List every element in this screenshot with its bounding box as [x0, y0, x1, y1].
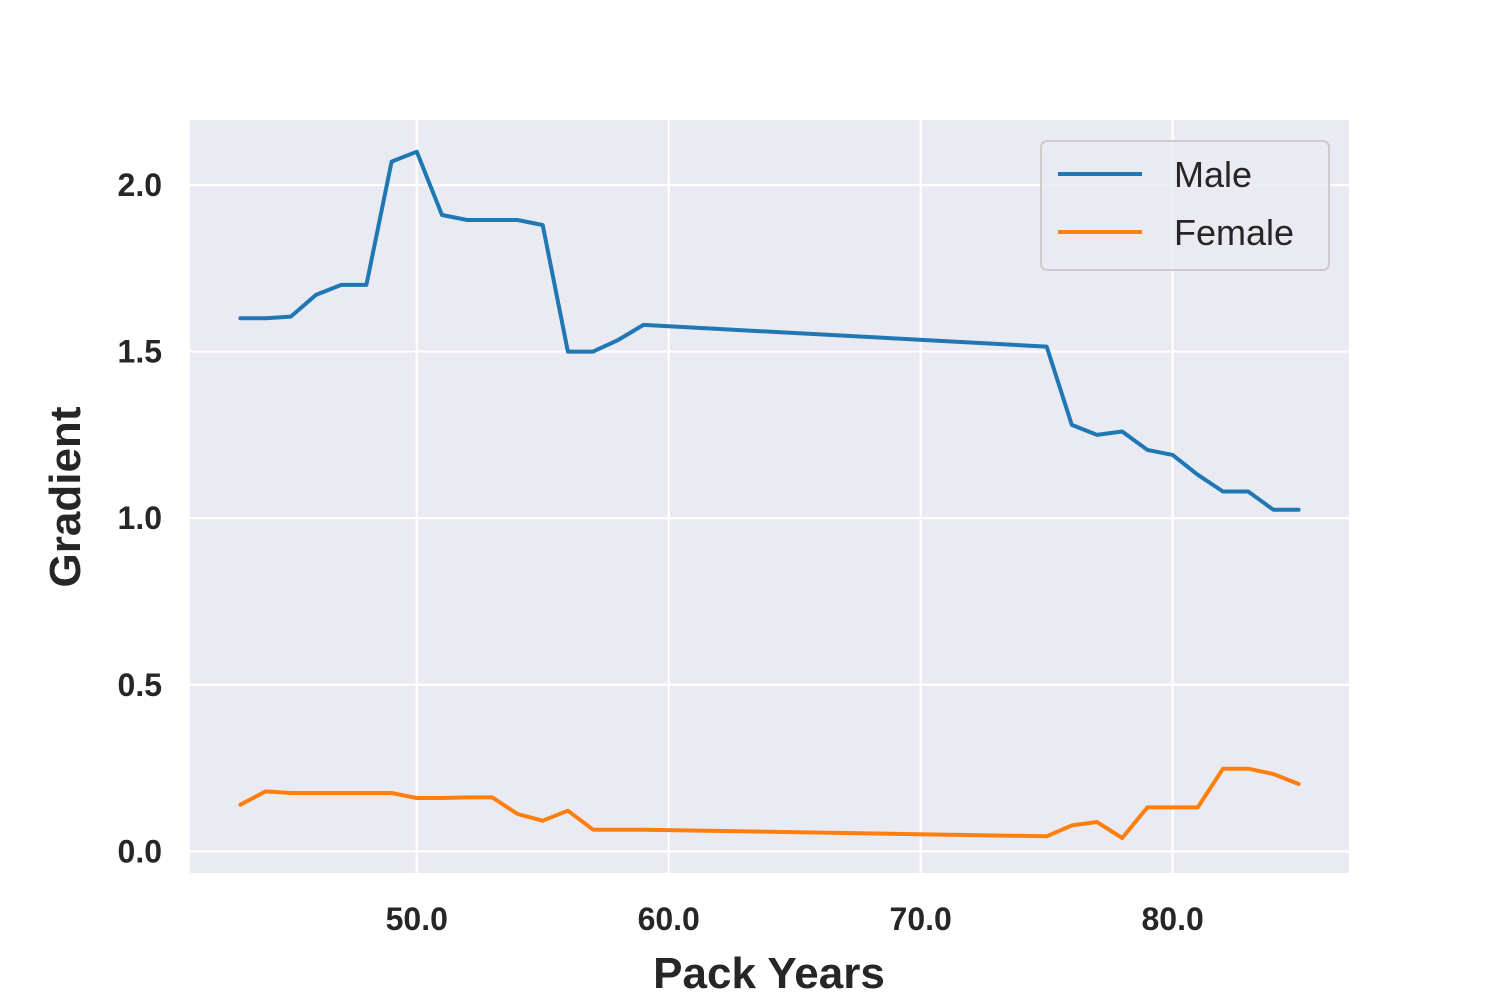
y-tick-label: 0.5 — [118, 667, 162, 703]
y-tick-label: 2.0 — [118, 167, 162, 203]
x-tick-label: 60.0 — [638, 901, 700, 937]
x-tick-label: 50.0 — [386, 901, 448, 937]
y-tick-label: 1.0 — [118, 500, 162, 536]
series-lines — [238, 149, 1301, 840]
x-tick-label: 80.0 — [1141, 901, 1203, 937]
series-line-female — [238, 766, 1301, 840]
legend-label-male: Male — [1174, 154, 1252, 195]
tick-labels: 50.0 60.0 70.0 80.0 0.0 0.5 1.0 1.5 2.0 — [118, 167, 1204, 937]
x-tick-label: 70.0 — [890, 901, 952, 937]
legend-label-female: Female — [1174, 212, 1294, 253]
y-tick-label: 1.5 — [118, 334, 162, 370]
y-axis-title: Gradient — [41, 406, 90, 587]
x-axis-title: Pack Years — [653, 949, 885, 998]
y-tick-label: 0.0 — [118, 833, 162, 869]
series-line-male — [238, 149, 1301, 512]
legend: Male Female — [1040, 140, 1330, 271]
